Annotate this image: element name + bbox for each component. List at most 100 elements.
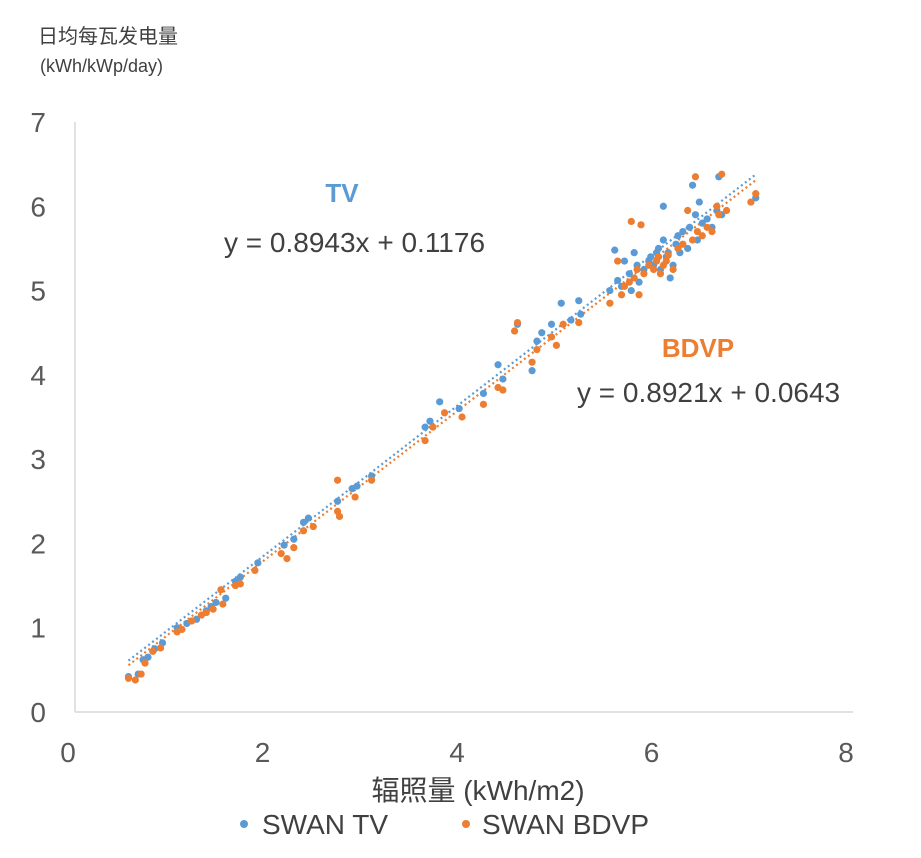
data-point-swan-bdvp: [552, 341, 560, 349]
data-point-swan-tv: [611, 246, 619, 254]
data-point-swan-tv: [494, 361, 502, 369]
data-point-swan-bdvp: [309, 522, 317, 531]
data-point-swan-bdvp: [708, 227, 716, 236]
data-point-swan-tv: [304, 514, 312, 522]
x-tick-label: 6: [644, 737, 660, 768]
data-point-swan-tv: [659, 202, 667, 210]
data-point-swan-bdvp: [614, 257, 622, 265]
data-point-swan-bdvp: [219, 600, 227, 608]
data-point-swan-bdvp: [640, 270, 648, 278]
data-point-swan-tv: [688, 181, 697, 189]
tv-trendline-equation: y = 0.8943x + 0.1176: [224, 227, 485, 258]
data-point-swan-tv: [686, 223, 694, 231]
legend-label-swan-tv: SWAN TV: [262, 809, 388, 840]
data-point-swan-tv: [426, 417, 434, 425]
data-point-swan-bdvp: [499, 386, 507, 394]
data-point-swan-bdvp: [625, 278, 633, 286]
data-point-swan-tv: [684, 244, 692, 253]
data-point-swan-tv: [567, 316, 575, 324]
data-point-swan-bdvp: [513, 319, 522, 327]
data-point-swan-tv: [222, 594, 230, 602]
data-point-swan-bdvp: [156, 644, 165, 652]
data-point-swan-bdvp: [617, 291, 626, 299]
data-point-swan-bdvp: [202, 608, 210, 617]
data-point-swan-tv: [436, 398, 444, 406]
data-point-swan-bdvp: [698, 232, 706, 240]
x-tick-label: 2: [255, 737, 271, 768]
data-point-swan-bdvp: [236, 580, 244, 588]
data-point-swan-bdvp: [662, 257, 670, 265]
data-point-swan-bdvp: [627, 217, 635, 226]
data-point-swan-bdvp: [251, 566, 259, 575]
data-point-swan-tv: [236, 573, 244, 581]
data-point-swan-bdvp: [528, 358, 536, 366]
data-point-swan-tv: [695, 198, 703, 206]
data-point-swan-tv: [698, 219, 706, 227]
data-point-swan-bdvp: [283, 555, 291, 563]
data-point-swan-bdvp: [747, 198, 755, 206]
y-axis-title: 日均每瓦发电量: [38, 26, 178, 48]
data-point-swan-bdvp: [691, 173, 700, 181]
y-tick-label: 1: [30, 613, 46, 644]
data-point-swan-tv: [620, 257, 629, 265]
data-point-swan-tv: [557, 299, 565, 307]
y-axis-unit: (kWh/kWp/day): [40, 56, 164, 76]
data-point-swan-bdvp: [752, 190, 760, 198]
data-point-swan-tv: [647, 253, 655, 261]
data-point-swan-bdvp: [188, 617, 196, 625]
data-point-swan-bdvp: [333, 476, 342, 484]
data-point-swan-tv: [630, 249, 638, 257]
data-point-swan-tv: [290, 535, 298, 543]
data-point-swan-tv: [674, 232, 682, 240]
data-point-swan-bdvp: [722, 206, 731, 215]
data-point-swan-tv: [606, 286, 614, 295]
data-point-swan-bdvp: [650, 265, 658, 274]
data-point-swan-bdvp: [688, 236, 697, 244]
data-point-swan-tv: [528, 367, 536, 375]
data-point-swan-bdvp: [718, 170, 726, 178]
data-point-swan-tv: [691, 211, 700, 219]
data-point-swan-tv: [703, 215, 711, 223]
data-point-swan-tv: [353, 482, 361, 490]
data-point-swan-tv: [280, 541, 288, 549]
data-point-swan-bdvp: [131, 676, 139, 684]
data-point-swan-bdvp: [335, 512, 344, 521]
data-point-swan-bdvp: [669, 265, 677, 274]
data-point-swan-bdvp: [149, 647, 157, 655]
data-point-swan-tv: [299, 518, 308, 526]
data-point-swan-bdvp: [674, 244, 682, 253]
data-point-swan-bdvp: [479, 400, 488, 408]
data-point-swan-bdvp: [137, 670, 145, 678]
legend-marker-swan-bdvp: [462, 820, 470, 828]
data-point-swan-tv: [659, 236, 667, 244]
data-point-swan-tv: [614, 276, 622, 285]
data-point-swan-tv: [479, 389, 488, 397]
data-point-swan-bdvp: [656, 270, 665, 278]
data-point-swan-bdvp: [429, 423, 437, 431]
data-point-swan-bdvp: [635, 291, 643, 299]
tv-series-tag: TV: [325, 178, 359, 208]
y-tick-label: 4: [30, 360, 46, 391]
data-point-swan-tv: [455, 404, 463, 413]
x-axis-title: 辐照量 (kWh/m2): [371, 775, 584, 806]
data-point-swan-tv: [421, 423, 429, 431]
y-tick-label: 0: [30, 697, 46, 728]
data-point-swan-bdvp: [620, 282, 629, 290]
data-point-swan-tv: [212, 598, 220, 607]
data-point-swan-bdvp: [606, 299, 614, 307]
axes: [74, 122, 853, 713]
data-point-swan-bdvp: [630, 274, 638, 282]
data-point-swan-tv: [538, 329, 546, 337]
data-point-swan-tv: [666, 274, 674, 282]
bdvp-trendline-equation: y = 0.8921x + 0.0643: [577, 377, 840, 408]
data-point-swan-tv: [575, 297, 583, 305]
data-point-swan-bdvp: [277, 549, 285, 558]
data-point-swan-bdvp: [703, 223, 711, 231]
data-point-swan-bdvp: [299, 527, 308, 535]
bdvp-series-tag: BDVP: [662, 333, 734, 363]
data-point-swan-tv: [254, 559, 262, 567]
data-point-swan-tv: [499, 375, 507, 383]
legend-label-swan-bdvp: SWAN BDVP: [482, 809, 649, 840]
data-point-swan-tv: [679, 227, 687, 236]
